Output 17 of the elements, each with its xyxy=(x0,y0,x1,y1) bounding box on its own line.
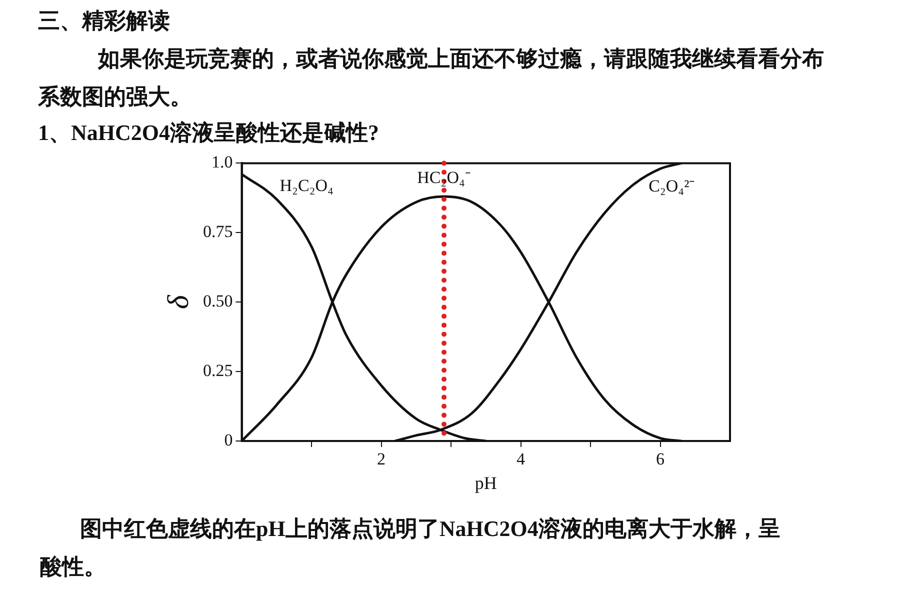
series-label: H₂C₂O₄ xyxy=(280,176,334,195)
y-tick-label: 0.25 xyxy=(203,361,233,380)
y-tick-label: 1.0 xyxy=(212,152,233,172)
y-tick-label: 0 xyxy=(224,430,233,450)
y-axis-title: δ xyxy=(162,294,195,310)
chart-subtitle: 如果你是玩竞赛的，或者说你感觉上面还不够过瘾，请跟随我继续看看分布系数图的强大。 xyxy=(38,45,825,111)
x-tick-label: 4 xyxy=(516,450,526,469)
chart-title: 三、精彩解读 xyxy=(38,7,170,35)
text: 图中红色虚线的在pH上的落点说明了NaHC2O4溶液的电离大于水解，呈酸性。 xyxy=(40,515,782,581)
x-axis-title: pH xyxy=(474,472,497,493)
y-tick-label: 0.75 xyxy=(203,222,233,242)
x-tick-label: 6 xyxy=(656,450,664,469)
series-label: C₂O₄²⁻ xyxy=(648,176,696,196)
text: 1、NaHC2O4溶液呈酸性还是碱性? xyxy=(38,119,379,147)
series-label: HC₂O₄⁻ xyxy=(417,168,471,188)
x-tick-label: 2 xyxy=(377,450,386,469)
y-tick-label: 0.50 xyxy=(203,292,233,311)
